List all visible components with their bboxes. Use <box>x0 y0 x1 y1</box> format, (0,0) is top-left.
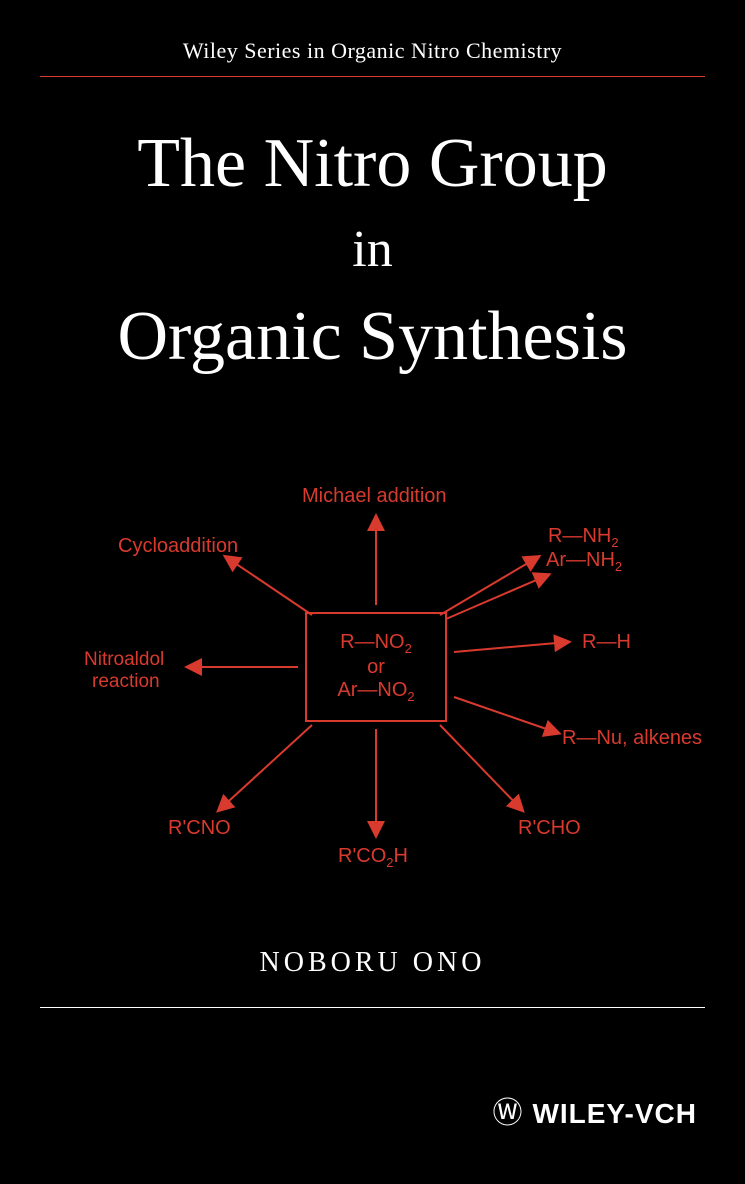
author-divider <box>40 1007 705 1008</box>
diagram-label: Ar—NH2 <box>546 549 622 574</box>
publisher-logo-icon: Ⓦ <box>492 1099 522 1129</box>
diagram-label: R—H <box>582 631 631 654</box>
diagram-center-box: R—NO2 or Ar—NO2 <box>305 612 447 722</box>
title-line-3: Organic Synthesis <box>0 297 745 377</box>
center-line-2: Ar—NO2 <box>307 679 445 704</box>
diagram-label: reaction <box>92 671 160 693</box>
diagram-arrow <box>226 557 312 615</box>
diagram-arrow <box>219 725 312 810</box>
diagram-arrow <box>454 697 558 733</box>
center-line-1: R—NO2 <box>307 631 445 656</box>
book-title: The Nitro Group in Organic Synthesis <box>0 77 745 377</box>
diagram-label: R—Nu, alkenes <box>562 727 702 750</box>
series-label: Wiley Series in Organic Nitro Chemistry <box>0 0 745 76</box>
publisher-name: WILEY-VCH <box>532 1098 697 1130</box>
title-line-1: The Nitro Group <box>0 125 745 202</box>
diagram-label: Michael addition <box>302 485 447 508</box>
publisher-block: Ⓦ WILEY-VCH <box>492 1098 697 1130</box>
diagram-label: R'CO2H <box>338 845 408 870</box>
diagram-label: Nitroaldol <box>84 649 164 671</box>
diagram-label: Cycloaddition <box>118 535 238 558</box>
diagram-label: R'CHO <box>518 817 581 840</box>
author-name: NOBORU ONO <box>0 947 745 979</box>
center-line-mid: or <box>307 656 445 679</box>
reaction-diagram: R—NO2 or Ar—NO2 Michael addition Cycloadd… <box>0 417 745 937</box>
diagram-arrow <box>440 725 522 810</box>
diagram-label: R—NH2 <box>548 525 619 550</box>
diagram-label: R'CNO <box>168 817 231 840</box>
title-line-2: in <box>0 220 745 279</box>
diagram-arrow <box>454 642 568 652</box>
